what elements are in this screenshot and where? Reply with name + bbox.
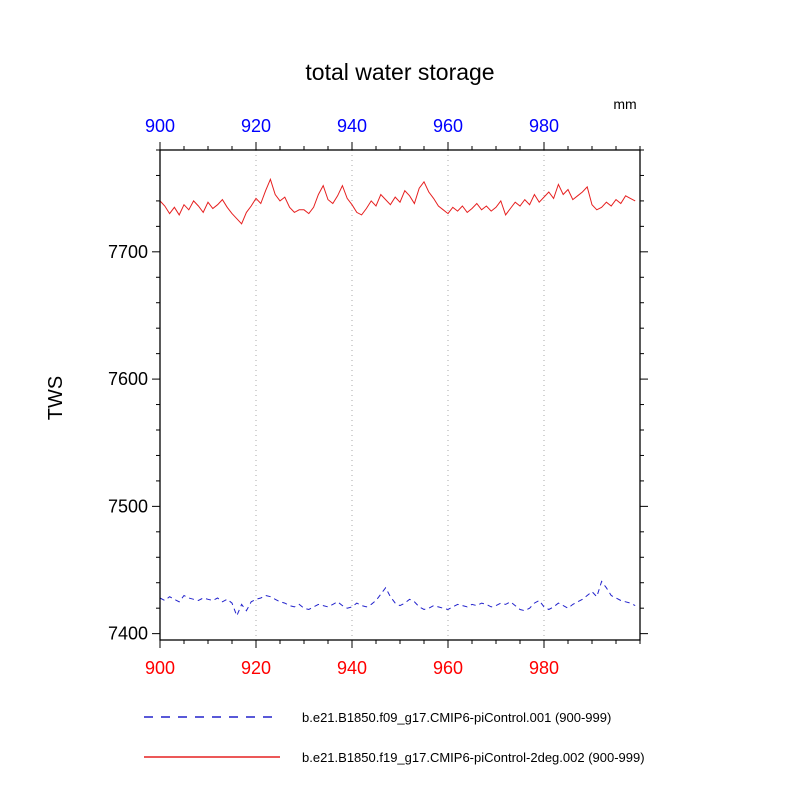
svg-text:960: 960	[433, 116, 463, 136]
legend-line-sample-dashed	[144, 716, 280, 718]
svg-text:7500: 7500	[108, 496, 148, 516]
tick-marks	[152, 142, 648, 648]
chart-title: total water storage	[305, 59, 494, 85]
bottom-axis-labels: 900 920 940 960 980	[145, 658, 559, 678]
units-label: mm	[613, 96, 636, 112]
top-axis-labels: 900 920 940 960 980	[145, 116, 559, 136]
svg-text:960: 960	[433, 658, 463, 678]
svg-text:900: 900	[145, 116, 175, 136]
legend-label: b.e21.B1850.f19_g17.CMIP6-piControl-2deg…	[302, 749, 645, 765]
svg-text:980: 980	[529, 658, 559, 678]
svg-text:920: 920	[241, 658, 271, 678]
legend-line-sample-solid	[144, 756, 280, 758]
legend: b.e21.B1850.f09_g17.CMIP6-piControl.001 …	[142, 704, 645, 784]
svg-text:7400: 7400	[108, 624, 148, 644]
svg-text:900: 900	[145, 658, 175, 678]
y-axis-label: TWS	[45, 376, 67, 420]
svg-text:7700: 7700	[108, 242, 148, 262]
svg-text:920: 920	[241, 116, 271, 136]
grid-lines	[255, 150, 545, 640]
svg-text:980: 980	[529, 116, 559, 136]
plot-frame	[159, 149, 641, 641]
svg-text:940: 940	[337, 116, 367, 136]
legend-item: b.e21.B1850.f19_g17.CMIP6-piControl-2deg…	[142, 744, 645, 770]
series-lines	[159, 177, 636, 618]
legend-label: b.e21.B1850.f09_g17.CMIP6-piControl.001 …	[302, 709, 612, 725]
legend-item: b.e21.B1850.f09_g17.CMIP6-piControl.001 …	[142, 704, 645, 730]
svg-text:7600: 7600	[108, 369, 148, 389]
svg-text:940: 940	[337, 658, 367, 678]
left-axis-labels: 7400 7500 7600 7700	[108, 242, 148, 644]
